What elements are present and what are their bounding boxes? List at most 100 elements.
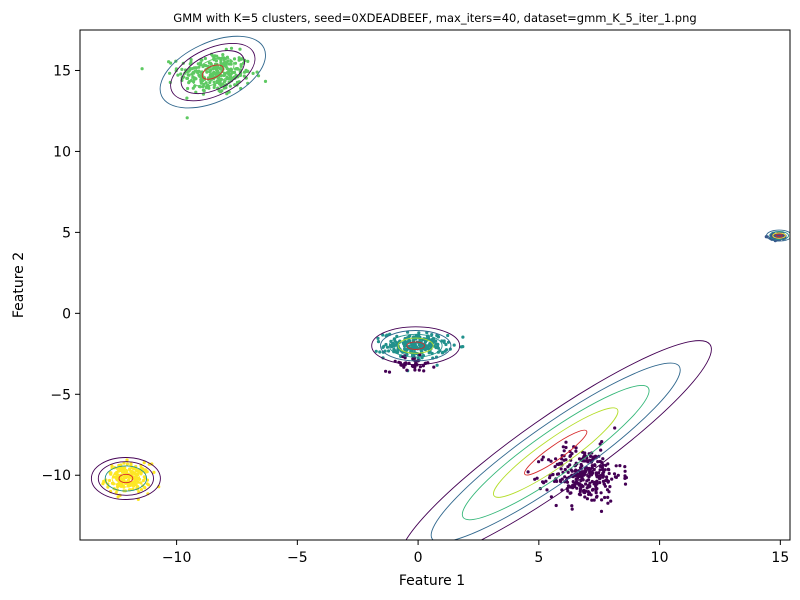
data-point	[132, 476, 136, 480]
data-point	[412, 341, 416, 346]
data-point	[194, 90, 198, 94]
gaussian-contour	[399, 340, 712, 540]
data-point	[141, 479, 145, 483]
data-point	[573, 485, 577, 489]
data-point	[185, 76, 190, 80]
data-point	[208, 69, 212, 74]
gaussian-contour	[201, 64, 224, 80]
gaussian-contour	[397, 337, 434, 354]
data-point	[549, 459, 553, 463]
data-point	[608, 485, 612, 489]
data-point	[116, 495, 120, 499]
data-point	[441, 350, 445, 354]
gaussian-contour	[180, 50, 245, 95]
data-point	[213, 66, 218, 70]
data-point	[592, 482, 596, 486]
data-point	[239, 63, 243, 67]
gaussian-contour	[371, 326, 461, 366]
data-point	[568, 454, 572, 458]
data-point	[139, 481, 143, 485]
gaussian-contour	[97, 461, 154, 496]
data-point	[603, 468, 607, 472]
data-point	[590, 479, 594, 484]
data-point	[584, 482, 588, 486]
data-point	[563, 475, 567, 479]
data-point	[566, 470, 570, 474]
data-point	[238, 47, 242, 51]
scatter-points	[101, 46, 787, 513]
data-point	[207, 86, 211, 90]
data-point	[599, 509, 604, 513]
data-point	[219, 65, 223, 70]
data-point	[263, 79, 268, 83]
gaussian-contour	[118, 473, 134, 484]
data-point	[384, 369, 388, 373]
data-point	[215, 62, 219, 66]
plot-frame	[79, 29, 791, 541]
data-point	[589, 473, 594, 477]
y-tick-label: −5	[50, 387, 71, 403]
data-point	[186, 86, 190, 91]
data-point	[219, 74, 223, 78]
data-point	[579, 487, 583, 491]
data-point	[557, 462, 561, 467]
data-point	[583, 472, 587, 476]
data-point	[204, 81, 208, 85]
data-point	[623, 482, 628, 486]
gaussian-contour	[775, 233, 783, 238]
data-point	[395, 341, 399, 345]
data-point	[624, 476, 629, 480]
data-point	[602, 470, 606, 474]
data-point	[609, 499, 613, 503]
data-point	[381, 345, 385, 349]
gaussian-contour	[461, 384, 650, 521]
data-point	[121, 470, 125, 474]
data-point	[226, 59, 230, 63]
data-point	[590, 488, 595, 492]
data-point	[132, 479, 137, 484]
data-point	[610, 477, 614, 481]
data-point	[234, 73, 238, 77]
data-point	[195, 70, 199, 74]
x-tick-label: 5	[534, 550, 543, 566]
data-point	[142, 475, 146, 479]
data-point	[417, 368, 421, 372]
data-point	[583, 491, 587, 495]
data-point	[422, 369, 426, 373]
data-point	[209, 61, 213, 65]
data-point	[597, 474, 602, 478]
data-point	[232, 57, 237, 61]
data-point	[227, 90, 231, 94]
data-point	[535, 476, 539, 480]
y-axis-label: Feature 2	[11, 252, 27, 318]
data-point	[605, 475, 609, 479]
data-point	[618, 464, 622, 468]
x-axis-label: Feature 1	[399, 573, 465, 589]
data-point	[548, 476, 552, 480]
y-tick-label: 10	[53, 144, 71, 160]
data-point	[574, 449, 578, 453]
x-tick-label: 15	[771, 550, 789, 566]
gaussian-contour	[191, 57, 235, 87]
data-point	[586, 484, 590, 488]
data-point	[125, 462, 129, 466]
data-point	[585, 497, 590, 501]
data-point	[242, 74, 246, 78]
data-point	[559, 467, 563, 471]
data-point	[587, 492, 591, 496]
data-point	[109, 471, 113, 475]
gaussian-contours	[90, 35, 790, 540]
data-point	[383, 349, 387, 353]
data-point	[413, 368, 417, 372]
data-point	[120, 478, 125, 482]
data-point	[201, 88, 205, 92]
data-point	[203, 56, 207, 61]
data-point	[255, 70, 259, 74]
data-point	[179, 72, 183, 76]
data-point	[405, 368, 409, 372]
data-point	[222, 80, 227, 84]
data-point	[586, 474, 590, 478]
data-point	[614, 464, 618, 468]
data-point	[396, 348, 400, 352]
y-tick-label: 15	[53, 63, 71, 79]
